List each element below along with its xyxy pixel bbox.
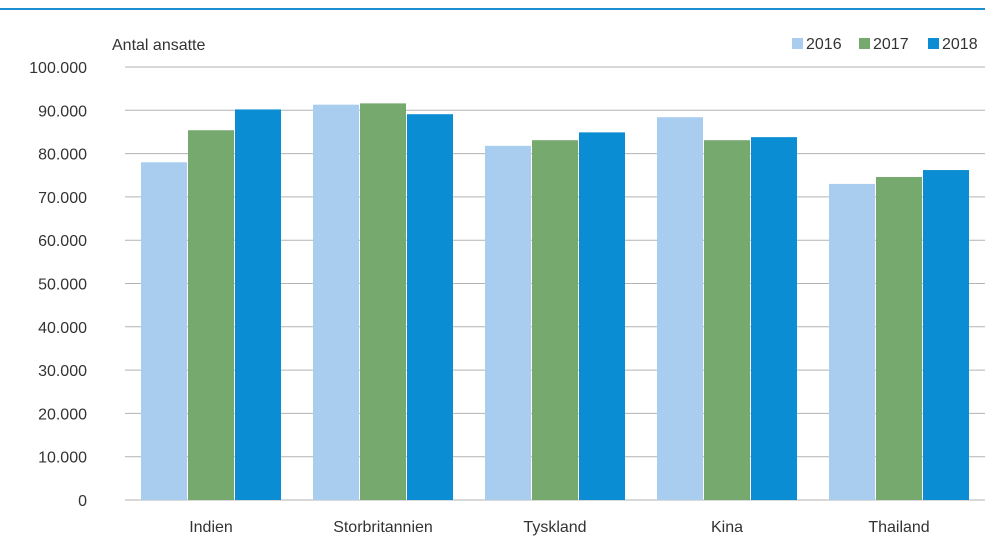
y-tick-label: 70.000 — [38, 190, 87, 207]
top-rule — [0, 8, 985, 10]
bar-2017-kina — [704, 140, 750, 500]
bar-2016-kina — [657, 117, 703, 500]
y-tick-label: 60.000 — [38, 233, 87, 250]
y-tick-label: 100.000 — [29, 60, 87, 77]
bar-2018-tyskland — [579, 132, 625, 500]
bar-2016-thailand — [829, 183, 875, 500]
y-axis-title: Antal ansatte — [112, 37, 206, 54]
x-axis-labels: Indien Storbritannien Tyskland Kina Thailand — [189, 519, 929, 536]
bars — [141, 103, 969, 501]
y-axis-ticks: 0 10.000 20.000 30.000 40.000 50.000 60.000 70.… — [29, 60, 87, 510]
bar-2017-storbritannien — [360, 103, 406, 500]
y-tick-label: 50.000 — [38, 277, 87, 294]
bar-2017-thailand — [876, 176, 922, 500]
x-tick-label: Thailand — [868, 519, 929, 536]
x-tick-label: Kina — [711, 519, 743, 536]
legend-swatch — [859, 38, 870, 49]
bar-2016-storbritannien — [313, 104, 359, 501]
y-tick-label: 10.000 — [38, 450, 87, 467]
bar-2018-thailand — [923, 170, 969, 500]
x-tick-label: Storbritannien — [333, 519, 433, 536]
legend: 2016 2017 2018 — [792, 36, 978, 53]
legend-label: 2017 — [873, 36, 909, 53]
legend-swatch — [928, 38, 939, 49]
y-tick-label: 0 — [78, 493, 87, 510]
legend-label: 2018 — [942, 36, 978, 53]
y-tick-label: 40.000 — [38, 320, 87, 337]
bar-2018-kina — [751, 137, 797, 500]
bar-2018-indien — [235, 109, 281, 501]
bar-2017-indien — [188, 130, 234, 500]
bar-2016-indien — [141, 162, 187, 500]
y-tick-label: 90.000 — [38, 103, 87, 120]
x-tick-label: Indien — [189, 519, 233, 536]
x-tick-label: Tyskland — [523, 519, 586, 536]
y-tick-label: 30.000 — [38, 363, 87, 380]
y-tick-label: 20.000 — [38, 406, 87, 423]
bar-2016-tyskland — [485, 145, 531, 500]
y-tick-label: 80.000 — [38, 147, 87, 164]
legend-swatch — [792, 38, 803, 49]
bar-2018-storbritannien — [407, 114, 453, 501]
legend-label: 2016 — [806, 36, 842, 53]
bar-2017-tyskland — [532, 140, 578, 500]
